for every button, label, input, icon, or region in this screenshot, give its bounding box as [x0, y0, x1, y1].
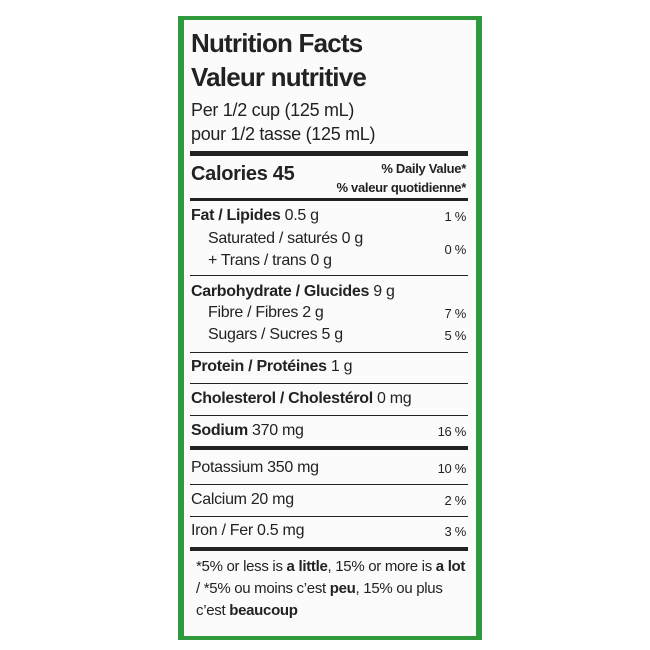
title: Nutrition Facts [191, 28, 363, 58]
footnote-text: beaucoup [229, 602, 298, 619]
nutrient: Potassium 350 mg [191, 459, 319, 476]
rule [190, 484, 468, 485]
daily-value-header: % valeur quotidienne* [336, 180, 466, 195]
amount: 0.5 g [284, 207, 319, 224]
serving: Per 1/2 cup (125 mL) [191, 100, 355, 120]
rule [190, 547, 468, 551]
rule [190, 516, 468, 517]
percent: 5 % [444, 328, 466, 343]
serving: pour 1/2 tasse (125 mL) [191, 124, 376, 144]
nutrient: Fat / Lipides [191, 207, 281, 224]
percent: 10 % [437, 461, 467, 476]
nutrient: Saturated / saturés 0 g [208, 230, 363, 247]
rule [190, 352, 468, 353]
nutrient: Cholesterol / Cholestérol [191, 390, 373, 407]
rule [190, 446, 468, 450]
amount: 1 g [330, 358, 353, 375]
title: Valeur nutritive [191, 62, 367, 92]
percent: 7 % [444, 306, 466, 321]
footnote-text: / *5% ou moins c’est [196, 580, 330, 597]
nutrient: Sugars / Sucres 5 g [208, 326, 343, 343]
percent: 2 % [444, 493, 466, 508]
footnote: *5% or less is a little, 15% or more is … [196, 556, 466, 622]
rule [190, 198, 468, 201]
nutrient: Calcium 20 mg [191, 491, 294, 508]
nutrient: Fibre / Fibres 2 g [208, 304, 324, 321]
nutrient: Iron / Fer 0.5 mg [191, 522, 305, 539]
footnote-text: a little [286, 558, 328, 575]
label-panel [184, 20, 476, 636]
amount: 370 mg [252, 422, 304, 439]
percent: 16 % [437, 424, 467, 439]
nutrient: + Trans / trans 0 g [208, 252, 332, 269]
amount: 0 mg [377, 390, 412, 407]
rule [190, 151, 468, 156]
rule [190, 275, 468, 276]
nutrient: Protein / Protéines [191, 358, 327, 375]
footnote-text: a lot [435, 558, 466, 575]
rule [190, 415, 468, 416]
percent: 3 % [444, 524, 466, 539]
footnote-text: , 15% or more is [327, 558, 436, 575]
footnote-text: peu [329, 580, 356, 597]
nutrient: Sodium [191, 422, 248, 439]
calories: Calories 45 [191, 163, 295, 185]
amount: 9 g [373, 283, 395, 300]
footnote-text: , 15% ou plus c’est [196, 580, 443, 619]
rule [190, 383, 468, 384]
nutrient: Carbohydrate / Glucides [191, 283, 370, 300]
daily-value-header: % Daily Value* [381, 161, 466, 176]
percent: 1 % [444, 209, 466, 224]
percent: 0 % [444, 242, 466, 257]
footnote-text: *5% or less is [196, 558, 287, 575]
